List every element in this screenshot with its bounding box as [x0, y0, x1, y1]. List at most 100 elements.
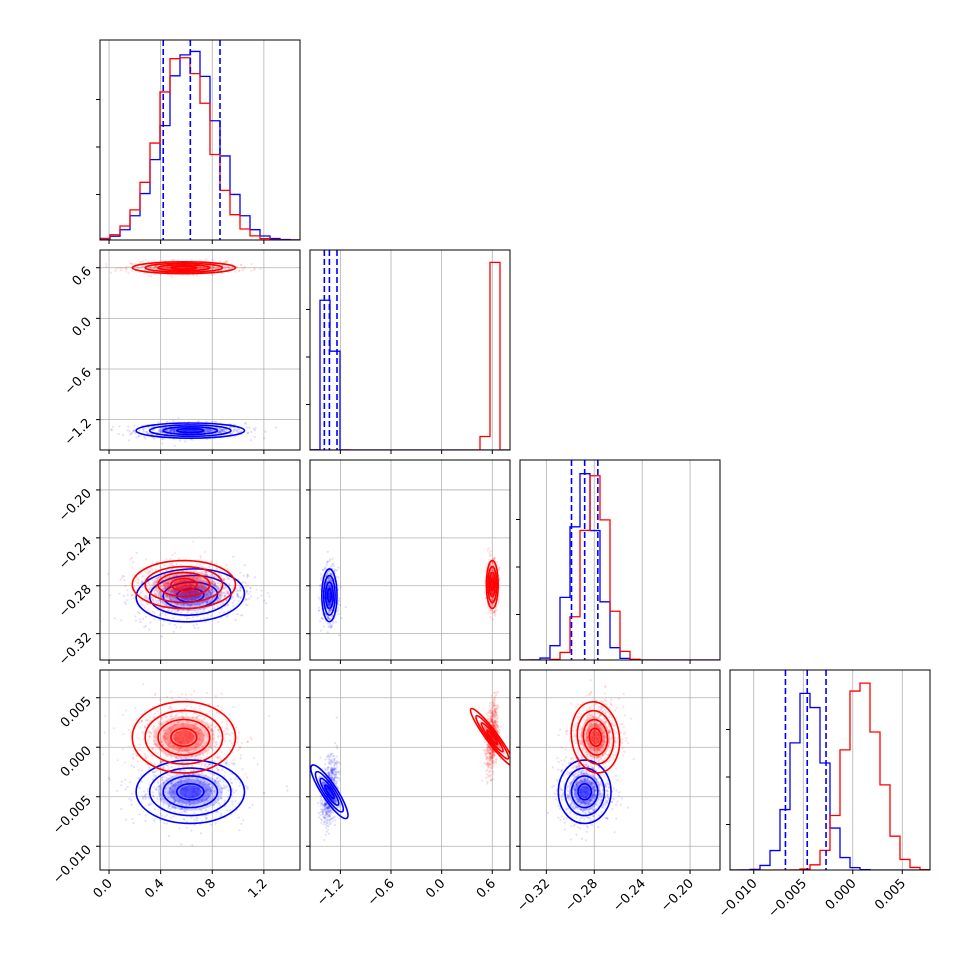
sample-point — [209, 789, 212, 792]
sample-point — [190, 603, 193, 607]
sample-point — [180, 757, 183, 761]
sample-point — [206, 593, 209, 596]
sample-point — [229, 778, 232, 781]
sample-point — [196, 790, 199, 793]
sample-point — [208, 430, 211, 433]
sample-point — [492, 558, 496, 561]
sample-point — [159, 613, 162, 616]
sample-point — [163, 266, 166, 269]
sample-point — [199, 782, 202, 785]
sample-point — [491, 591, 494, 594]
sample-point — [222, 429, 225, 432]
sample-point — [490, 609, 493, 612]
sample-point — [190, 591, 193, 594]
sample-point — [200, 597, 203, 601]
sample-point — [184, 440, 187, 443]
sample-point — [204, 585, 207, 588]
sample-point — [160, 800, 163, 803]
sample-point — [327, 616, 330, 619]
sample-point — [189, 591, 192, 594]
sample-point — [490, 603, 493, 606]
sample-point — [212, 265, 215, 268]
sample-point — [205, 798, 208, 801]
sample-point — [491, 569, 494, 572]
sample-point — [168, 267, 171, 270]
sample-point — [172, 430, 175, 434]
sample-point — [337, 609, 340, 612]
sample-point — [199, 618, 203, 621]
sample-point — [239, 589, 242, 593]
sample-point — [254, 426, 257, 430]
sample-point — [186, 786, 189, 790]
sample-point — [200, 565, 203, 569]
sample-point — [182, 593, 185, 597]
sample-point — [228, 809, 231, 812]
sample-point — [488, 555, 491, 558]
sample-point — [175, 784, 178, 787]
sample-point — [125, 599, 128, 602]
sample-point — [330, 615, 334, 618]
sample-point — [218, 431, 221, 434]
sample-point — [164, 585, 167, 588]
sample-point — [210, 598, 213, 602]
sample-point — [248, 597, 251, 600]
sample-point — [151, 425, 154, 428]
sample-point — [173, 800, 176, 804]
sample-point — [152, 794, 155, 797]
sample-point — [184, 429, 187, 432]
sample-point — [165, 582, 168, 586]
sample-point — [184, 584, 187, 587]
sample-point — [162, 783, 166, 786]
sample-point — [203, 579, 206, 582]
sample-point — [182, 788, 185, 791]
sample-point — [133, 585, 136, 589]
sample-point — [168, 596, 171, 599]
sample-point — [197, 793, 200, 796]
sample-point — [160, 594, 163, 597]
sample-point — [153, 819, 156, 823]
panel-frame — [309, 249, 511, 451]
sample-point — [203, 781, 206, 784]
sample-point — [218, 781, 221, 784]
sample-point — [328, 595, 331, 598]
sample-point — [178, 769, 181, 773]
density-level — [157, 579, 223, 612]
sample-point — [130, 799, 133, 802]
sample-point — [149, 588, 152, 591]
sample-point — [198, 620, 201, 624]
sample-point — [170, 766, 173, 769]
sample-point — [128, 797, 131, 800]
sample-point — [208, 600, 211, 603]
sample-point — [105, 265, 108, 268]
sample-point — [165, 558, 168, 561]
sample-point — [234, 789, 237, 792]
sample-point — [162, 580, 165, 583]
sample-point — [199, 576, 202, 580]
sample-point — [491, 604, 494, 607]
sample-point — [201, 600, 205, 604]
sample-point — [140, 602, 143, 605]
sample-point — [167, 805, 171, 808]
sample-point — [199, 780, 202, 783]
sample-point — [166, 773, 170, 776]
sample-point — [201, 571, 204, 574]
sample-point — [200, 799, 203, 803]
sample-point — [175, 568, 178, 572]
sample-point — [192, 575, 195, 578]
sample-point — [141, 580, 144, 583]
sample-point — [492, 610, 495, 613]
sample-point — [160, 429, 163, 432]
sample-point — [233, 428, 236, 432]
sample-point — [124, 778, 127, 781]
sample-point — [224, 430, 227, 433]
sample-point — [226, 604, 229, 607]
sample-point — [207, 590, 210, 593]
sample-point — [194, 610, 197, 613]
sample-point — [190, 770, 193, 773]
sample-point — [191, 616, 195, 619]
sample-point — [248, 806, 251, 809]
sample-point — [327, 616, 330, 620]
sample-point — [226, 809, 229, 812]
sample-point — [136, 611, 139, 614]
sample-point — [232, 604, 235, 607]
